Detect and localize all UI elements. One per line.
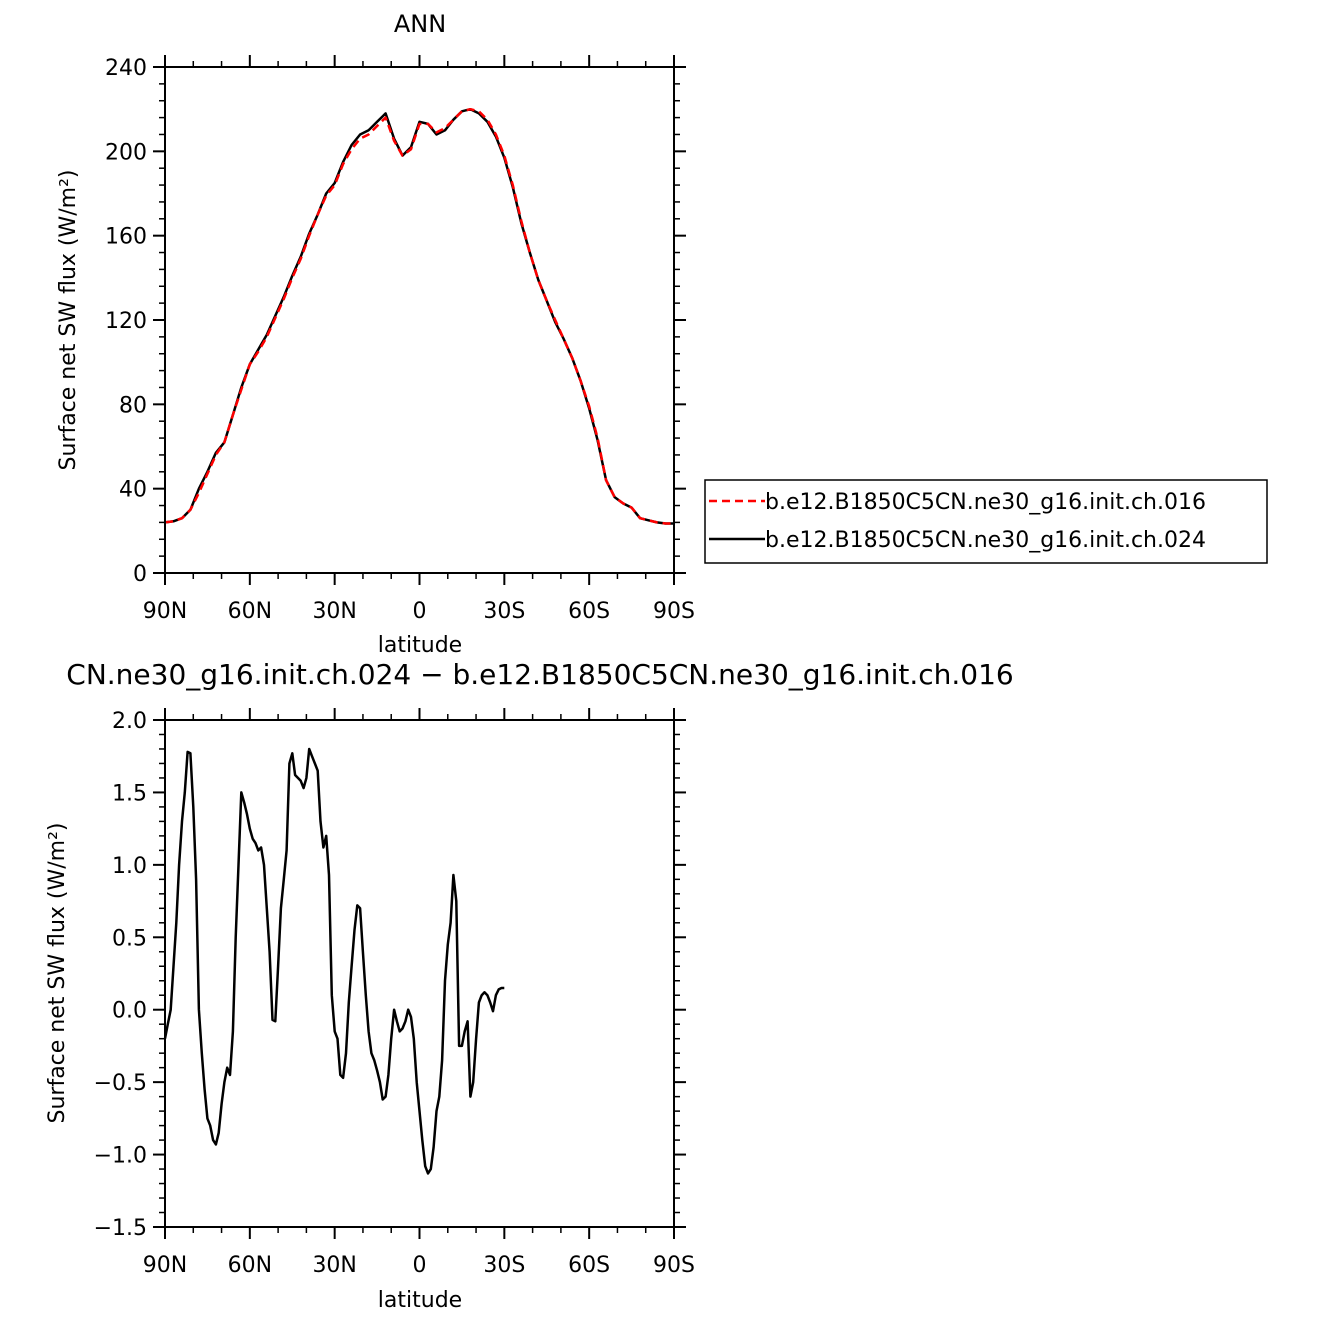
x-tick-label: 90N (143, 1253, 187, 1278)
legend-label-series-2: b.e12.B1850C5CN.ne30_g16.init.ch.024 (765, 528, 1206, 553)
top-y-axis-label: Surface net SW flux (W/m²) (56, 169, 81, 470)
x-tick-label: 60S (568, 599, 610, 624)
x-tick-label: 90S (653, 599, 695, 624)
y-tick-label: 0 (133, 562, 147, 587)
top-plot-frame (164, 66, 675, 574)
y-tick-label: −1.5 (94, 1216, 147, 1241)
bottom-x-axis-label: latitude (378, 1288, 462, 1313)
series-line-1 (163, 747, 505, 1175)
top-x-axis-label: latitude (378, 633, 462, 658)
x-tick-label: 60S (568, 1253, 610, 1278)
x-tick-label: 90S (653, 1253, 695, 1278)
legend: b.e12.B1850C5CN.ne30_g16.init.ch.016 b.e… (704, 479, 1268, 564)
y-tick-label: −0.5 (94, 1071, 147, 1096)
y-tick-label: 80 (119, 393, 147, 418)
x-tick-label: 30N (312, 1253, 356, 1278)
y-tick-label: 240 (105, 56, 147, 81)
x-tick-label: 0 (413, 599, 427, 624)
legend-box (704, 479, 1268, 564)
y-tick-label: −1.0 (94, 1144, 147, 1169)
top-axis-ticks: 0 40 80 120 160 200 240 90N 60N 30N 0 30S 60S 90S (105, 55, 695, 624)
series-line-1 (164, 107, 674, 525)
y-tick-label: 0.5 (112, 926, 147, 951)
y-tick-label: 2.0 (112, 709, 147, 734)
series-line-2 (164, 107, 674, 525)
top-series-lines (164, 107, 674, 525)
y-tick-label: 0.0 (112, 999, 147, 1024)
bottom-y-axis-label: Surface net SW flux (W/m²) (45, 822, 70, 1123)
y-tick-label: 160 (105, 225, 147, 250)
x-tick-label: 30N (312, 599, 356, 624)
x-tick-label: 60N (228, 1253, 272, 1278)
bottom-chart-title: CN.ne30_g16.init.ch.024 − b.e12.B1850C5C… (66, 658, 1013, 691)
y-tick-label: 40 (119, 478, 147, 503)
x-tick-label: 60N (228, 599, 272, 624)
y-tick-label: 1.0 (112, 854, 147, 879)
y-tick-label: 120 (105, 309, 147, 334)
x-tick-label: 0 (413, 1253, 427, 1278)
y-tick-label: 200 (105, 140, 147, 165)
top-panel: ANN 0 40 80 120 160 200 240 90N 60N 30N 0 30S 60S 90S… (56, 10, 1268, 658)
legend-label-series-1: b.e12.B1850C5CN.ne30_g16.init.ch.016 (765, 490, 1206, 515)
top-chart-title: ANN (394, 10, 446, 38)
x-tick-label: 30S (483, 599, 525, 624)
bottom-panel: CN.ne30_g16.init.ch.024 − b.e12.B1850C5C… (45, 658, 1014, 1313)
bottom-series-lines (163, 747, 505, 1175)
y-tick-label: 1.5 (112, 781, 147, 806)
x-tick-label: 30S (483, 1253, 525, 1278)
x-tick-label: 90N (143, 599, 187, 624)
bottom-plot-frame (164, 719, 675, 1228)
